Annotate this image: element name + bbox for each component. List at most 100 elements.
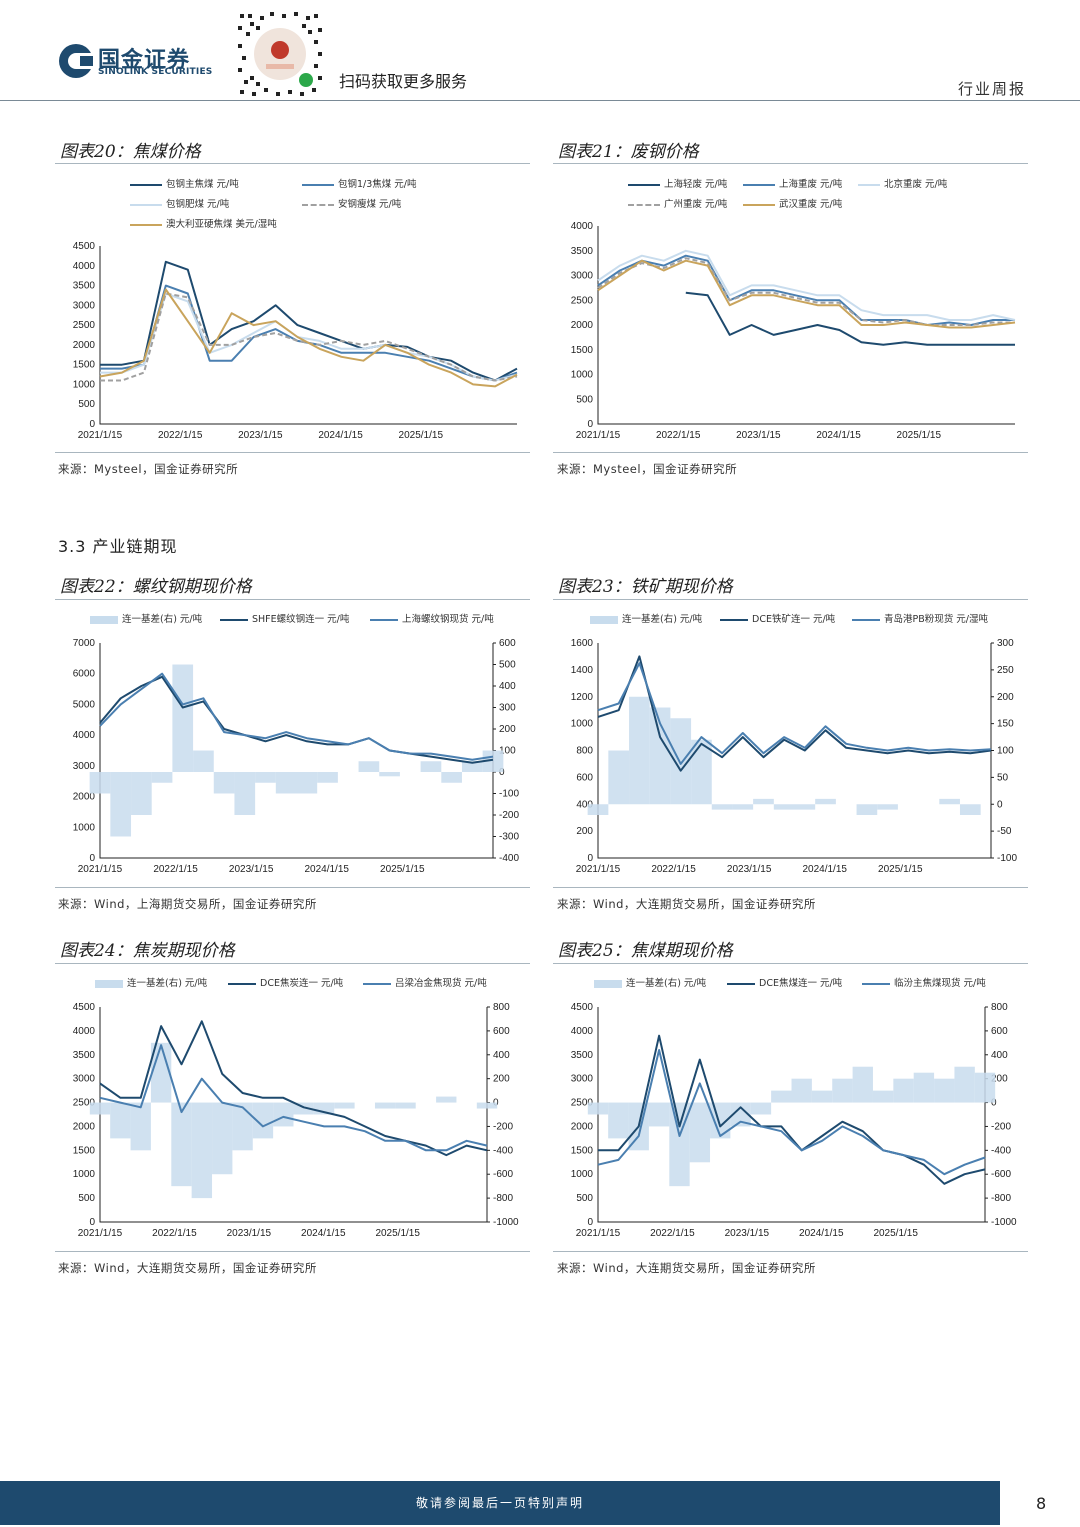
y-tick-label: 2000 xyxy=(571,320,594,331)
y-tick-label: 3000 xyxy=(571,271,594,282)
y-right-tick-label: 100 xyxy=(997,746,1014,757)
chart-fig23: 0 200 400 600 800 1000 1200 1400 1600 -100 -50 0 50 1… xyxy=(571,638,1018,875)
basis-bar xyxy=(191,1102,213,1199)
x-tick-label: 2024/1/15 xyxy=(816,430,861,441)
basis-bar xyxy=(811,1090,833,1103)
y-tick-label: 2000 xyxy=(73,340,96,351)
y-right-tick-label: 0 xyxy=(991,1098,997,1109)
series-line xyxy=(99,288,518,388)
y-right-tick-label: 250 xyxy=(997,665,1014,676)
y-right-tick-label: -1000 xyxy=(493,1217,519,1228)
series-line xyxy=(597,662,992,765)
figure-23-bottom-rule xyxy=(553,887,1028,888)
series-line xyxy=(100,292,518,382)
x-tick-label: 2024/1/15 xyxy=(318,430,363,441)
series-line xyxy=(99,1044,488,1152)
legend-item: 广州重废 元/吨 xyxy=(628,196,727,210)
chart-fig24: 0 500 1000 1500 2000 2500 3000 3500 4000 4500 -100… xyxy=(73,1002,519,1239)
basis-bar xyxy=(773,804,795,810)
basis-bar xyxy=(293,1102,314,1115)
y-tick-label: 0 xyxy=(587,1217,593,1228)
basis-bar xyxy=(691,739,712,805)
figure-20-bottom-rule xyxy=(55,452,530,453)
figure-20-source: 来源：Mysteel，国金证券研究所 xyxy=(58,462,239,476)
legend-item: 上海螺纹钢现货 元/吨 xyxy=(370,611,494,625)
figure-25-bottom-rule xyxy=(553,1251,1028,1252)
basis-bar xyxy=(441,772,462,783)
legend-item: 武汉重废 元/吨 xyxy=(743,196,842,210)
y-right-tick-label: -100 xyxy=(499,789,519,800)
basis-bar xyxy=(334,1102,355,1109)
y-tick-label: 1200 xyxy=(571,692,594,703)
x-tick-label: 2023/1/15 xyxy=(227,1228,272,1239)
y-tick-label: 1500 xyxy=(73,360,96,371)
report-type: 行业周报 xyxy=(958,80,1027,98)
x-tick-label: 2022/1/15 xyxy=(158,430,203,441)
legend-item: 连一基差(右) 元/吨 xyxy=(95,975,207,989)
legend-item: 安钢瘦煤 元/吨 xyxy=(302,196,401,210)
basis-bar xyxy=(273,1102,294,1127)
basis-bar xyxy=(587,804,609,815)
series-line xyxy=(99,675,494,764)
basis-bar xyxy=(379,772,400,777)
header-divider xyxy=(0,100,1080,101)
basis-bar xyxy=(608,1102,629,1139)
y-tick-label: 1400 xyxy=(571,665,594,676)
y-tick-label: 3500 xyxy=(571,246,594,257)
y-tick-label: 800 xyxy=(576,746,593,757)
basis-bar xyxy=(461,761,483,772)
y-tick-label: 5000 xyxy=(73,699,96,710)
y-tick-label: 3500 xyxy=(73,281,96,292)
x-tick-label: 2024/1/15 xyxy=(301,1228,346,1239)
y-tick-label: 500 xyxy=(78,1193,95,1204)
legend-item: 连一基差(右) 元/吨 xyxy=(594,975,706,989)
x-tick-label: 2021/1/15 xyxy=(78,864,123,875)
legend-item: DCE铁矿连一 元/吨 xyxy=(720,611,835,625)
figure-24-title: 图表24：焦炭期现价格 xyxy=(60,941,235,961)
x-tick-label: 2025/1/15 xyxy=(878,864,923,875)
y-tick-label: 3500 xyxy=(571,1050,594,1061)
x-tick-label: 2023/1/15 xyxy=(725,1228,770,1239)
y-right-tick-label: -1000 xyxy=(991,1217,1017,1228)
y-right-tick-label: -800 xyxy=(991,1193,1011,1204)
y-right-tick-label: 400 xyxy=(499,681,516,692)
figure-25-rule xyxy=(553,963,1028,964)
y-right-tick-label: 300 xyxy=(997,638,1014,649)
basis-bar xyxy=(934,1078,955,1103)
basis-bar xyxy=(476,1102,498,1109)
series-line xyxy=(100,260,518,382)
y-right-tick-label: 50 xyxy=(997,772,1009,783)
basis-bar xyxy=(711,804,733,810)
y-right-tick-label: -200 xyxy=(499,810,519,821)
basis-bar xyxy=(852,1066,873,1103)
y-right-tick-label: 400 xyxy=(493,1050,510,1061)
basis-bar xyxy=(296,772,318,794)
basis-bar xyxy=(939,798,960,805)
y-tick-label: 2500 xyxy=(571,1098,594,1109)
y-right-tick-label: -800 xyxy=(493,1193,513,1204)
figure-22-bottom-rule xyxy=(55,887,530,888)
figure-20-rule xyxy=(55,163,530,164)
x-tick-label: 2023/1/15 xyxy=(229,864,274,875)
figure-22-legend: 连一基差(右) 元/吨 SHFE螺纹钢连一 元/吨 上海螺纹钢现货 元/吨 xyxy=(90,611,530,627)
basis-bar xyxy=(130,1102,151,1151)
y-tick-label: 4500 xyxy=(571,1002,594,1013)
basis-bar xyxy=(482,750,504,772)
basis-bar xyxy=(110,1102,131,1139)
basis-bar xyxy=(255,772,276,783)
figure-21-rule xyxy=(553,163,1028,164)
figure-24-bottom-rule xyxy=(55,1251,530,1252)
basis-bar xyxy=(213,772,235,794)
series-line xyxy=(598,1034,986,1185)
x-tick-label: 2025/1/15 xyxy=(897,430,942,441)
chart-fig20: 0 500 1000 1500 2000 2500 3000 3500 4000 4500 2021… xyxy=(73,241,518,441)
x-tick-label: 2025/1/15 xyxy=(873,1228,918,1239)
y-right-tick-label: 0 xyxy=(997,799,1003,810)
y-right-tick-label: 200 xyxy=(499,724,516,735)
figure-21-legend: 上海轻废 元/吨 上海重废 元/吨 北京重废 元/吨 广州重废 元/吨 武汉重废… xyxy=(628,176,1028,216)
y-tick-label: 1000 xyxy=(73,1169,96,1180)
basis-bar xyxy=(959,804,981,815)
basis-bar xyxy=(954,1066,975,1103)
qr-code[interactable] xyxy=(236,10,324,98)
y-right-tick-label: -400 xyxy=(991,1145,1011,1156)
